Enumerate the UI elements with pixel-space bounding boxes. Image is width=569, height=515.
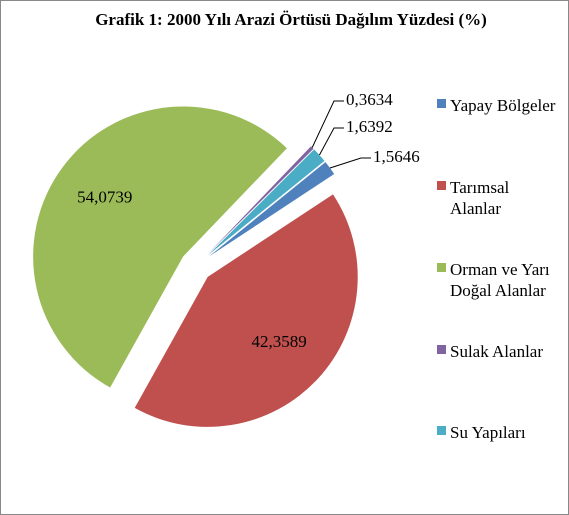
data-label: 1,6392	[346, 117, 393, 136]
legend-label: Yapay Bölgeler	[450, 96, 556, 115]
legend-swatch	[437, 263, 446, 272]
legend-label: Su Yapıları	[450, 423, 526, 442]
leader-line	[329, 157, 371, 169]
pie-slice	[33, 106, 287, 388]
chart-title: Grafik 1: 2000 Yılı Arazi Örtüsü Dağılım…	[95, 10, 487, 29]
legend-label: Sulak Alanlar	[450, 342, 544, 361]
legend-swatch	[437, 426, 446, 435]
data-label: 0,3634	[346, 90, 393, 109]
legend-label: Tarımsal Alanlar	[450, 178, 510, 218]
legend-item: Orman ve Yarı Doğal Alanlar	[437, 259, 557, 301]
pie-slice	[207, 149, 325, 256]
legend-swatch	[437, 99, 446, 108]
leader-line	[311, 100, 344, 148]
pie-slice	[208, 162, 335, 257]
legend-swatch	[437, 345, 446, 354]
legend-swatch	[437, 181, 446, 190]
legend-label: Orman ve Yarı Doğal Alanlar	[450, 260, 550, 300]
data-label: 54,0739	[77, 187, 132, 206]
legend-item: Tarımsal Alanlar	[437, 177, 557, 219]
legend-item: Yapay Bölgeler	[437, 95, 557, 116]
data-label: 42,3589	[252, 332, 307, 351]
pie-slice	[207, 146, 314, 255]
leader-line	[319, 127, 344, 156]
legend-item: Su Yapıları	[437, 422, 557, 443]
legend-item: Sulak Alanlar	[437, 341, 557, 362]
data-label: 1,5646	[373, 147, 420, 166]
pie-slice	[134, 194, 358, 427]
